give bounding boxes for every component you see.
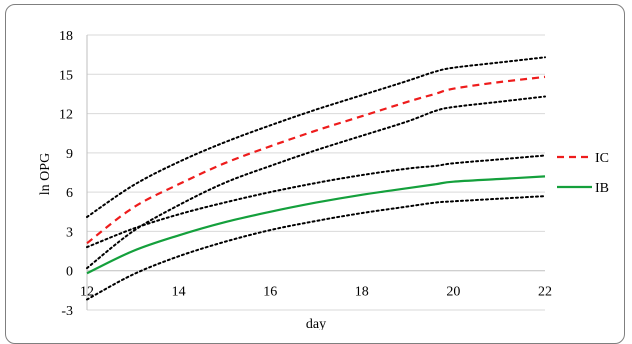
axes (86, 35, 545, 310)
y-tick-label: 6 (66, 186, 73, 201)
y-tick-label: 9 (66, 147, 73, 162)
y-tick-label: 15 (59, 68, 73, 83)
y-tick-label: 3 (66, 225, 73, 240)
line-chart: -3 0 3 6 9 12 15 18 12 14 16 18 20 22 ln OPG day IC IB (38, 29, 609, 330)
series-lines (86, 56, 546, 301)
legend: IC IB (557, 151, 609, 196)
legend-label-ib: IB (595, 181, 609, 196)
y-tick-label: -3 (61, 304, 73, 319)
y-tick-label: 12 (59, 108, 73, 123)
series-line-ic (86, 75, 546, 245)
x-axis-label: day (306, 317, 326, 330)
y-tick-label: 0 (66, 265, 73, 280)
series-line-ib-upper (86, 154, 546, 249)
legend-label-ic: IC (595, 151, 609, 166)
x-tick-label: 12 (80, 285, 94, 300)
x-tick-label: 20 (446, 285, 460, 300)
x-tick-label: 18 (355, 285, 369, 300)
x-tick-label: 22 (538, 285, 552, 300)
x-tick-label: 16 (263, 285, 277, 300)
series-line-ib (86, 175, 546, 275)
gridlines (87, 34, 545, 311)
x-tick-label: 14 (172, 285, 186, 300)
series-line-ic-upper (86, 56, 546, 218)
series-line-ic-lower (86, 95, 546, 270)
series-line-ib-lower (86, 195, 546, 301)
tick-labels: -3 0 3 6 9 12 15 18 12 14 16 18 20 22 (59, 29, 552, 319)
y-tick-label: 18 (59, 29, 73, 44)
y-axis-label: ln OPG (38, 153, 53, 195)
